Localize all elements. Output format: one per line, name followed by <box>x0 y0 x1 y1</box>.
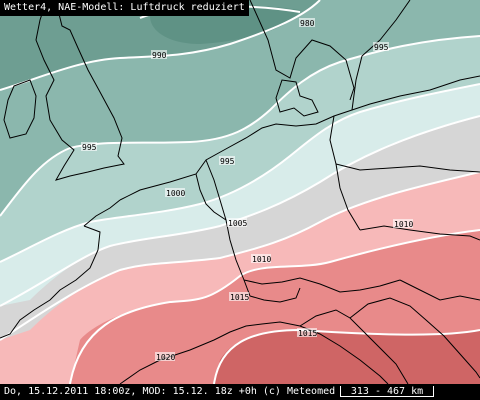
border-balkans <box>399 279 480 301</box>
isobar-label-990: 990 <box>152 51 167 60</box>
map-footer: Do, 15.12.2011 18:00z, MOD: 15.12. 18z +… <box>0 384 480 400</box>
isobar-label-1020: 1020 <box>156 353 175 362</box>
isobar-labels: 980 990 995 995 995 1000 1005 1010 1010 … <box>81 18 413 362</box>
isobar-label-995-west: 995 <box>82 143 97 152</box>
isobar-label-995-center: 995 <box>220 157 235 166</box>
isobar-label-980: 980 <box>300 19 315 28</box>
isobar-label-1005: 1005 <box>228 219 247 228</box>
border-benelux <box>195 173 227 221</box>
great-britain-coast <box>35 7 125 181</box>
france-channel-coast <box>83 199 121 227</box>
border-germany-east <box>329 115 361 231</box>
coastlines-and-borders <box>0 0 480 385</box>
biscay-iberia-coast <box>0 225 101 339</box>
baltic-east-coast <box>351 0 411 111</box>
border-switzerland <box>249 287 301 303</box>
map-title: Wetter4, NAE-Modell: Luftdruck reduziert <box>0 0 249 16</box>
footer-info: Do, 15.12.2011 18:00z, MOD: 15.12. 18z +… <box>4 386 336 397</box>
isobar-1015 <box>69 229 480 385</box>
isobar-label-1010-center: 1010 <box>252 255 271 264</box>
border-alps <box>243 277 401 293</box>
border-eastern-europe <box>359 225 480 241</box>
isobar-label-1010-east: 1010 <box>394 220 413 229</box>
ireland-coast <box>3 79 37 139</box>
scale-bar: 313 - 467 km <box>340 386 434 397</box>
isobar-1005 <box>0 115 480 307</box>
isobar-label-1015-west: 1015 <box>230 293 249 302</box>
continent-north-coast <box>119 75 480 201</box>
isobar-1010 <box>0 171 480 341</box>
scale-label: 313 - 467 km <box>350 386 424 397</box>
italy-peninsula <box>299 309 409 385</box>
denmark-coast <box>275 79 319 117</box>
border-france-germany <box>205 159 251 297</box>
norway-sweden-coast <box>249 0 355 101</box>
adriatic-balkan-coast <box>349 297 480 379</box>
isobar-label-995-east: 995 <box>374 43 389 52</box>
border-central-europe <box>335 163 480 173</box>
isobar-990 <box>0 0 321 91</box>
isobar-label-1000: 1000 <box>166 189 185 198</box>
isobar-label-1015-east: 1015 <box>298 329 317 338</box>
